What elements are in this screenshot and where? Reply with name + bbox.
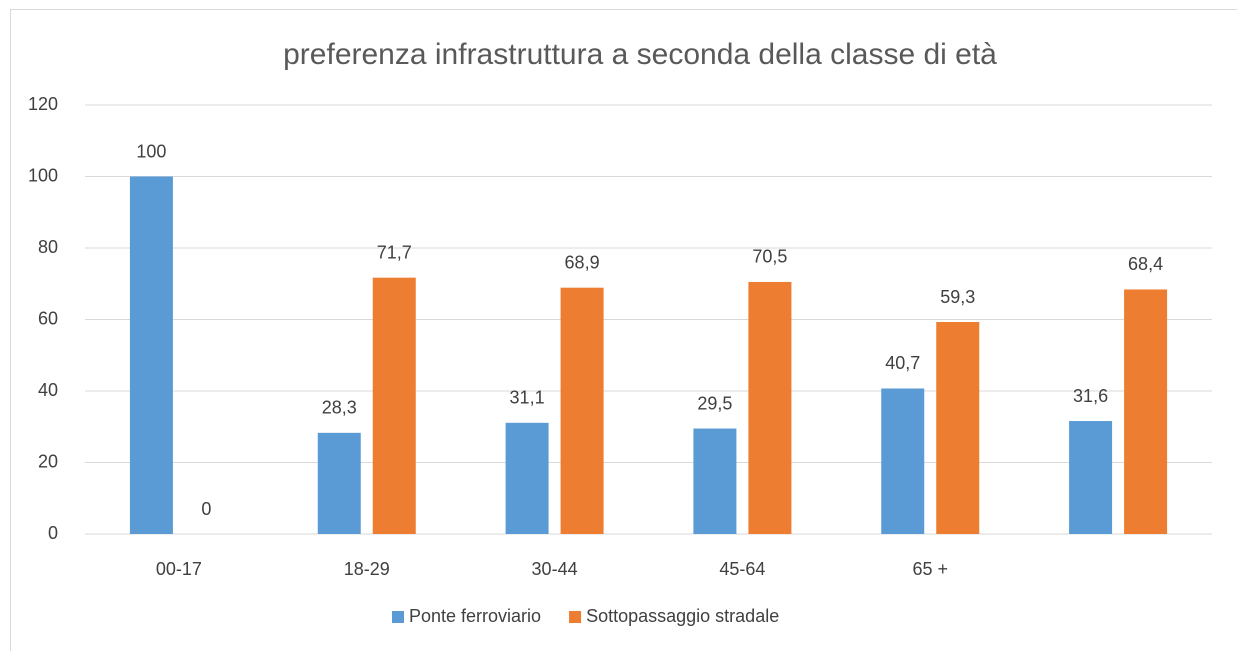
x-tick-label: 30-44	[532, 559, 578, 579]
data-label: 31,6	[1073, 386, 1108, 406]
bar	[748, 281, 792, 534]
y-tick-label: 40	[38, 380, 58, 400]
bar	[1124, 289, 1168, 534]
legend-swatch	[569, 611, 582, 623]
x-tick-label: 00-17	[156, 559, 202, 579]
data-label: 68,9	[565, 252, 600, 272]
data-label: 71,7	[377, 242, 412, 262]
data-label: 59,3	[940, 287, 975, 307]
x-tick-label: 65 +	[912, 559, 948, 579]
data-label: 0	[201, 499, 211, 519]
data-label: 31,1	[510, 388, 545, 408]
bar	[505, 422, 549, 534]
data-label: 29,5	[697, 393, 732, 413]
y-tick-label: 20	[38, 451, 58, 471]
bar	[372, 277, 416, 534]
legend-label: Ponte ferroviario	[409, 606, 541, 626]
data-label: 40,7	[885, 353, 920, 373]
y-tick-label: 80	[38, 237, 58, 257]
y-tick-label: 60	[38, 308, 58, 328]
x-tick-label: 45-64	[719, 559, 765, 579]
y-tick-label: 120	[28, 94, 58, 114]
y-tick-label: 0	[48, 523, 58, 543]
x-tick-label: 18-29	[344, 559, 390, 579]
bar	[317, 432, 361, 534]
bar	[560, 287, 604, 534]
bar	[693, 428, 737, 534]
chart-title: preferenza infrastruttura a seconda dell…	[283, 38, 997, 71]
chart-border	[10, 9, 1237, 651]
bar	[936, 322, 980, 534]
data-label: 70,5	[752, 247, 787, 267]
y-tick-label: 100	[28, 165, 58, 185]
legend-label: Sottopassaggio stradale	[586, 606, 779, 626]
data-label: 28,3	[322, 398, 357, 418]
data-label: 68,4	[1128, 254, 1163, 274]
data-label: 100	[136, 141, 166, 161]
legend-swatch	[392, 611, 404, 623]
bar	[129, 176, 173, 534]
bar	[881, 388, 925, 534]
bar	[1069, 421, 1113, 534]
